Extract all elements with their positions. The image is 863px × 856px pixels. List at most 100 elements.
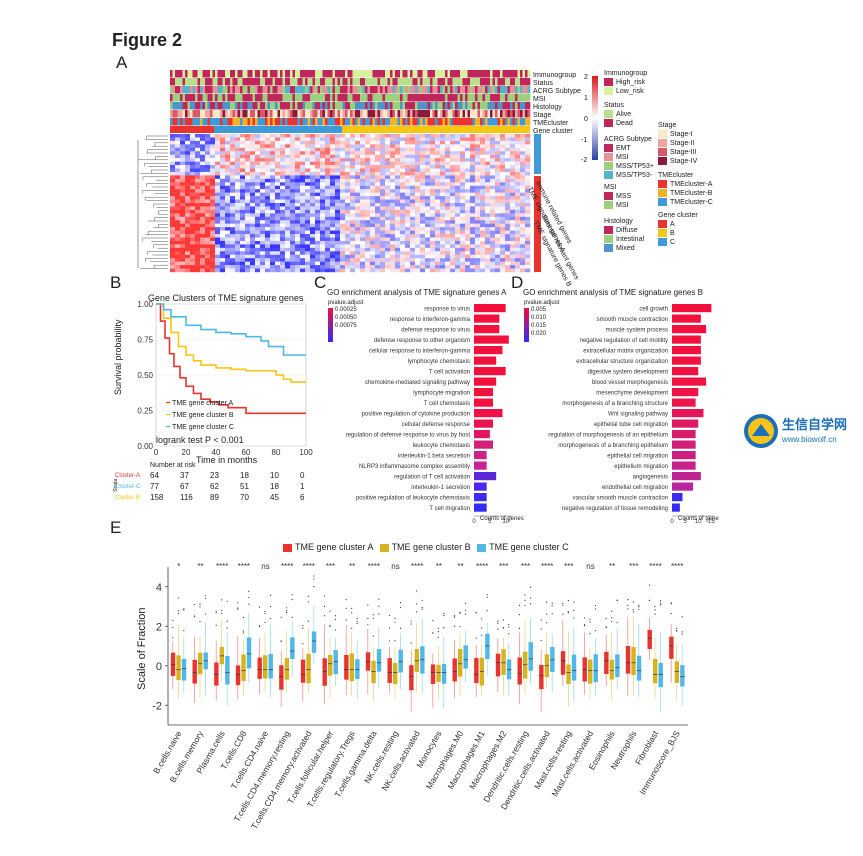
heatmap-cell [340,216,346,221]
heatmap-cell [300,251,306,255]
annotation-cell [312,86,316,94]
heatmap-cell [435,154,441,159]
heatmap-cell [435,237,441,242]
go-term-label: interleukin-1 beta secretion [398,454,470,460]
heatmap-cell [355,216,361,221]
annotation-cell [277,94,281,102]
annotation-cell [482,94,486,102]
heatmap-cell [345,230,351,235]
heatmap-cell [175,151,181,155]
legend-histology: Histology Diffuse Intestinal Mixed [604,218,645,252]
annotation-cell [217,78,221,86]
heatmap-cell [305,240,311,245]
heatmap-cell [430,182,436,186]
go-bar [474,430,490,439]
heatmap-cell [170,154,176,159]
heatmap-cell [320,196,326,200]
heatmap-cell [520,185,526,190]
annotation-cell [260,110,263,118]
heatmap-cell [460,206,466,211]
heatmap-cell [380,216,386,221]
annotation-cell [285,102,288,110]
annotation-cell [372,110,376,118]
annotation-cell [510,102,513,110]
annotation-cell [192,70,196,78]
heatmap-cell [205,258,211,262]
heatmap-cell [295,206,301,211]
y-tick-label: 0.50 [137,371,153,380]
heatmap-cell [400,203,406,207]
go-term-label: T cell chemotaxis [424,401,470,407]
heatmap-cell [185,168,191,173]
heatmap-cell [350,171,356,176]
heatmap-cell [215,192,221,197]
annotation-cell [317,94,321,102]
heatmap-cell [510,151,516,155]
heatmap-cell [220,134,226,138]
outlier-point [611,617,613,619]
heatmap-cell [430,203,436,207]
heatmap-cell [525,147,531,152]
heatmap-cell [525,216,531,221]
heatmap-cell [270,234,276,238]
heatmap-cell [195,199,201,204]
heatmap-cell [230,209,236,214]
outlier-point [567,611,569,613]
annotation-cell [212,78,216,86]
heatmap-cell [220,189,226,193]
heatmap-cell [375,227,381,231]
row-bar-tme-b [534,176,541,272]
heatmap-cell [250,220,256,224]
heatmap-cell [250,265,256,269]
heatmap-cell [240,223,246,228]
heatmap-cell [375,134,381,138]
heatmap-cell [190,144,196,148]
heatmap-cell [505,140,511,145]
significance-label: ** [457,562,463,571]
annotation-cell [250,70,253,78]
annotation-cell [215,86,218,94]
heatmap-cell [500,175,506,180]
outlier-point [437,636,439,638]
heatmap-cell [335,244,341,249]
heatmap-cell [260,223,266,228]
heatmap-cell [330,251,336,255]
annotation-cell [247,86,251,94]
heatmap-cell [280,168,286,173]
heatmap-cell [330,134,336,138]
heatmap-cell [180,220,186,224]
heatmap-cell [230,220,236,224]
heatmap-cell [315,258,321,262]
go-x-tick: 5 [683,519,687,525]
heatmap-cell [220,192,226,197]
go-bar [672,493,683,502]
go-b-title: GO enrichment analysis of TME signature … [523,288,703,297]
heatmap-cell [520,189,526,193]
annotation-cell [297,86,301,94]
legend-swatch [658,237,667,246]
heatmap-cell [490,265,496,269]
annotation-cell [235,86,238,94]
heatmap-cell [230,151,236,155]
significance-label: **** [216,562,228,571]
heatmap-cell [315,154,321,159]
annotation-cell [400,94,403,102]
annotation-cell [430,78,433,86]
annotation-cell [242,110,246,118]
heatmap-cell [195,251,201,255]
annotation-cell [425,70,428,78]
annotation-cell [347,94,351,102]
annotation-cell [207,94,211,102]
annotation-cell [407,70,411,78]
heatmap-cell [365,223,371,228]
annotation-cell [277,78,281,86]
annotation-cell [322,118,326,126]
heatmap-cell [355,227,361,231]
heatmap-cell [465,165,471,169]
outlier-point [524,599,526,601]
heatmap-cell [490,220,496,224]
heatmap-cell [520,234,526,238]
heatmap-cell [390,268,396,273]
heatmap-cell [350,261,356,266]
annotation-cell [482,70,486,78]
